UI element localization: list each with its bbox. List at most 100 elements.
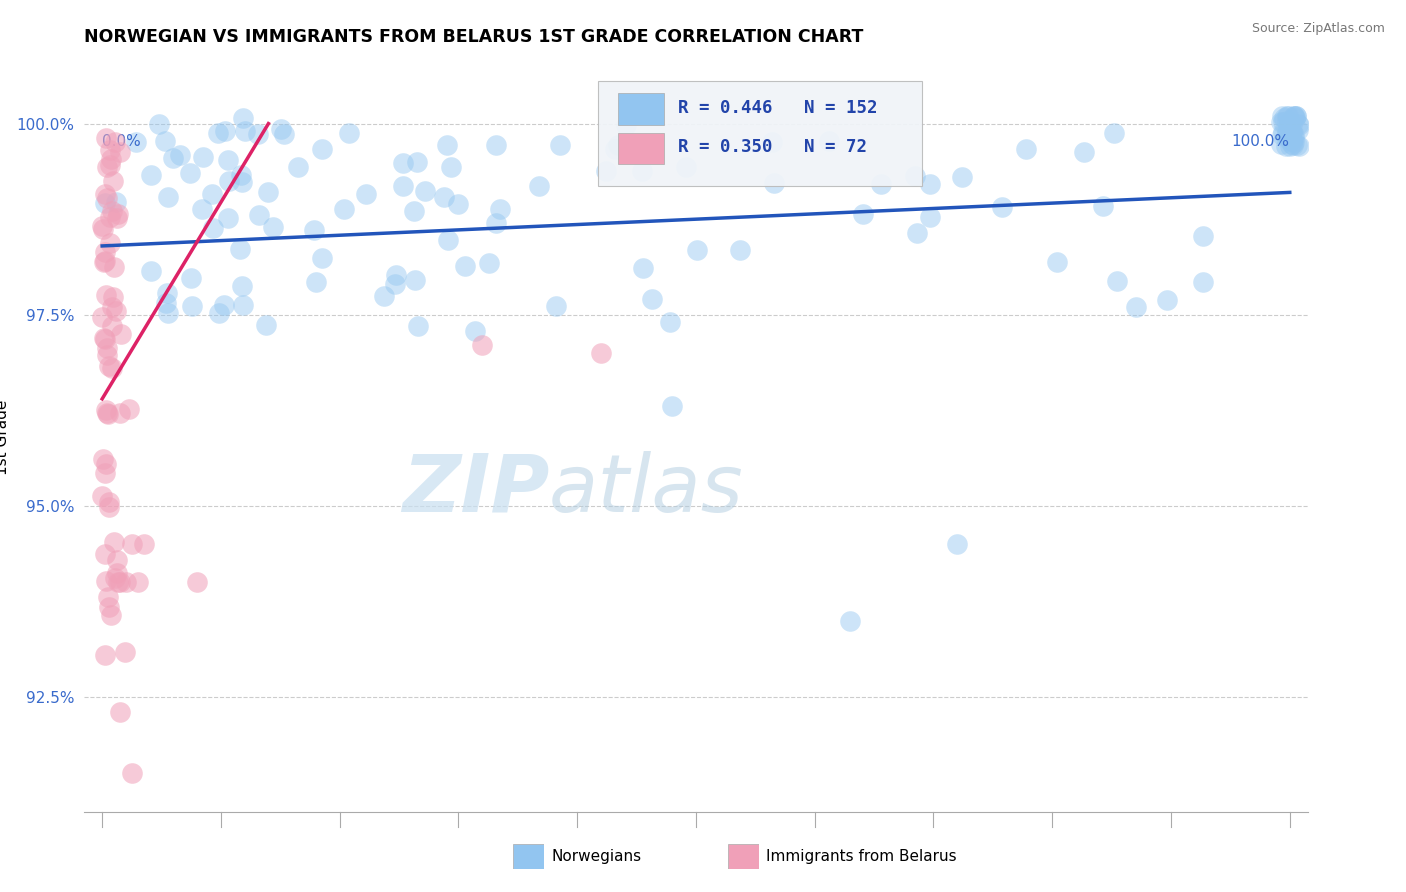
Point (94, 402, 117, 417)
Point (104, 571, 127, 585)
Point (1272, 111, 1295, 125)
Point (100, 158, 122, 172)
Point (1275, 126, 1298, 140)
Point (156, 285, 179, 300)
Point (96, 341, 118, 355)
Point (405, 272, 427, 286)
Point (107, 575, 129, 590)
Point (207, 127, 229, 141)
Point (94, 648, 117, 662)
Point (454, 259, 477, 273)
Point (104, 135, 127, 149)
Point (232, 298, 254, 312)
Point (436, 138, 458, 153)
Point (91, 489, 114, 503)
Point (589, 346, 612, 360)
Point (186, 575, 208, 590)
Point (91, 310, 114, 324)
Point (1270, 137, 1292, 152)
Point (105, 566, 128, 580)
Point (1284, 109, 1306, 123)
Point (1156, 293, 1178, 308)
Point (103, 260, 125, 275)
Point (93, 331, 115, 345)
Point (1282, 138, 1305, 153)
Point (484, 216, 506, 230)
Point (471, 338, 494, 352)
Point (97, 591, 120, 605)
Point (110, 327, 132, 342)
Point (287, 160, 309, 174)
Point (333, 202, 356, 217)
Point (105, 553, 128, 567)
Point (311, 143, 333, 157)
Point (614, 118, 637, 132)
Point (96, 406, 118, 420)
Point (98, 494, 121, 508)
Point (1284, 111, 1306, 125)
Text: atlas: atlas (550, 450, 744, 529)
Point (1278, 116, 1301, 130)
Point (217, 211, 239, 226)
Point (262, 219, 284, 234)
Point (1281, 134, 1303, 148)
Point (157, 189, 180, 203)
Point (103, 535, 125, 549)
Point (108, 145, 131, 159)
Point (180, 271, 202, 285)
Point (305, 275, 328, 289)
Point (946, 537, 969, 551)
Text: Norwegians: Norwegians (551, 849, 641, 863)
Point (91, 452, 114, 467)
Point (156, 306, 179, 320)
Point (1281, 136, 1303, 151)
Text: NORWEGIAN VS IMMIGRANTS FROM BELARUS 1ST GRADE CORRELATION CHART: NORWEGIAN VS IMMIGRANTS FROM BELARUS 1ST… (84, 28, 863, 45)
Point (179, 166, 201, 180)
Point (1282, 131, 1305, 145)
Point (231, 175, 253, 189)
Point (118, 401, 141, 416)
Text: R = 0.350   N = 72: R = 0.350 N = 72 (678, 138, 866, 156)
Point (100, 235, 122, 250)
Point (132, 537, 155, 551)
Point (1277, 109, 1299, 123)
Point (437, 233, 460, 247)
Point (155, 296, 177, 310)
Point (101, 301, 124, 315)
Point (104, 195, 127, 210)
Point (641, 292, 664, 306)
Point (105, 211, 128, 225)
Point (402, 203, 425, 218)
Point (94, 254, 117, 268)
Y-axis label: 1st Grade: 1st Grade (0, 400, 10, 475)
Point (115, 575, 138, 590)
Point (101, 318, 124, 333)
Point (763, 176, 786, 190)
Point (247, 208, 270, 222)
Point (97, 407, 120, 421)
Point (1285, 137, 1308, 152)
Point (108, 575, 131, 590)
Point (302, 223, 325, 237)
Point (918, 177, 941, 191)
Point (93, 254, 115, 268)
Point (94, 547, 117, 561)
Point (1107, 275, 1129, 289)
Point (354, 187, 377, 202)
Point (1282, 128, 1305, 143)
Point (233, 124, 256, 138)
Point (1192, 229, 1215, 244)
Point (1275, 109, 1298, 123)
Point (121, 766, 143, 780)
Point (273, 127, 295, 141)
Point (870, 178, 893, 192)
Point (1288, 118, 1310, 132)
Point (385, 268, 408, 283)
Point (675, 160, 697, 174)
Point (193, 150, 215, 164)
Point (904, 169, 927, 184)
Point (96, 191, 118, 205)
Point (162, 151, 184, 165)
Point (139, 168, 162, 182)
Point (852, 207, 875, 221)
